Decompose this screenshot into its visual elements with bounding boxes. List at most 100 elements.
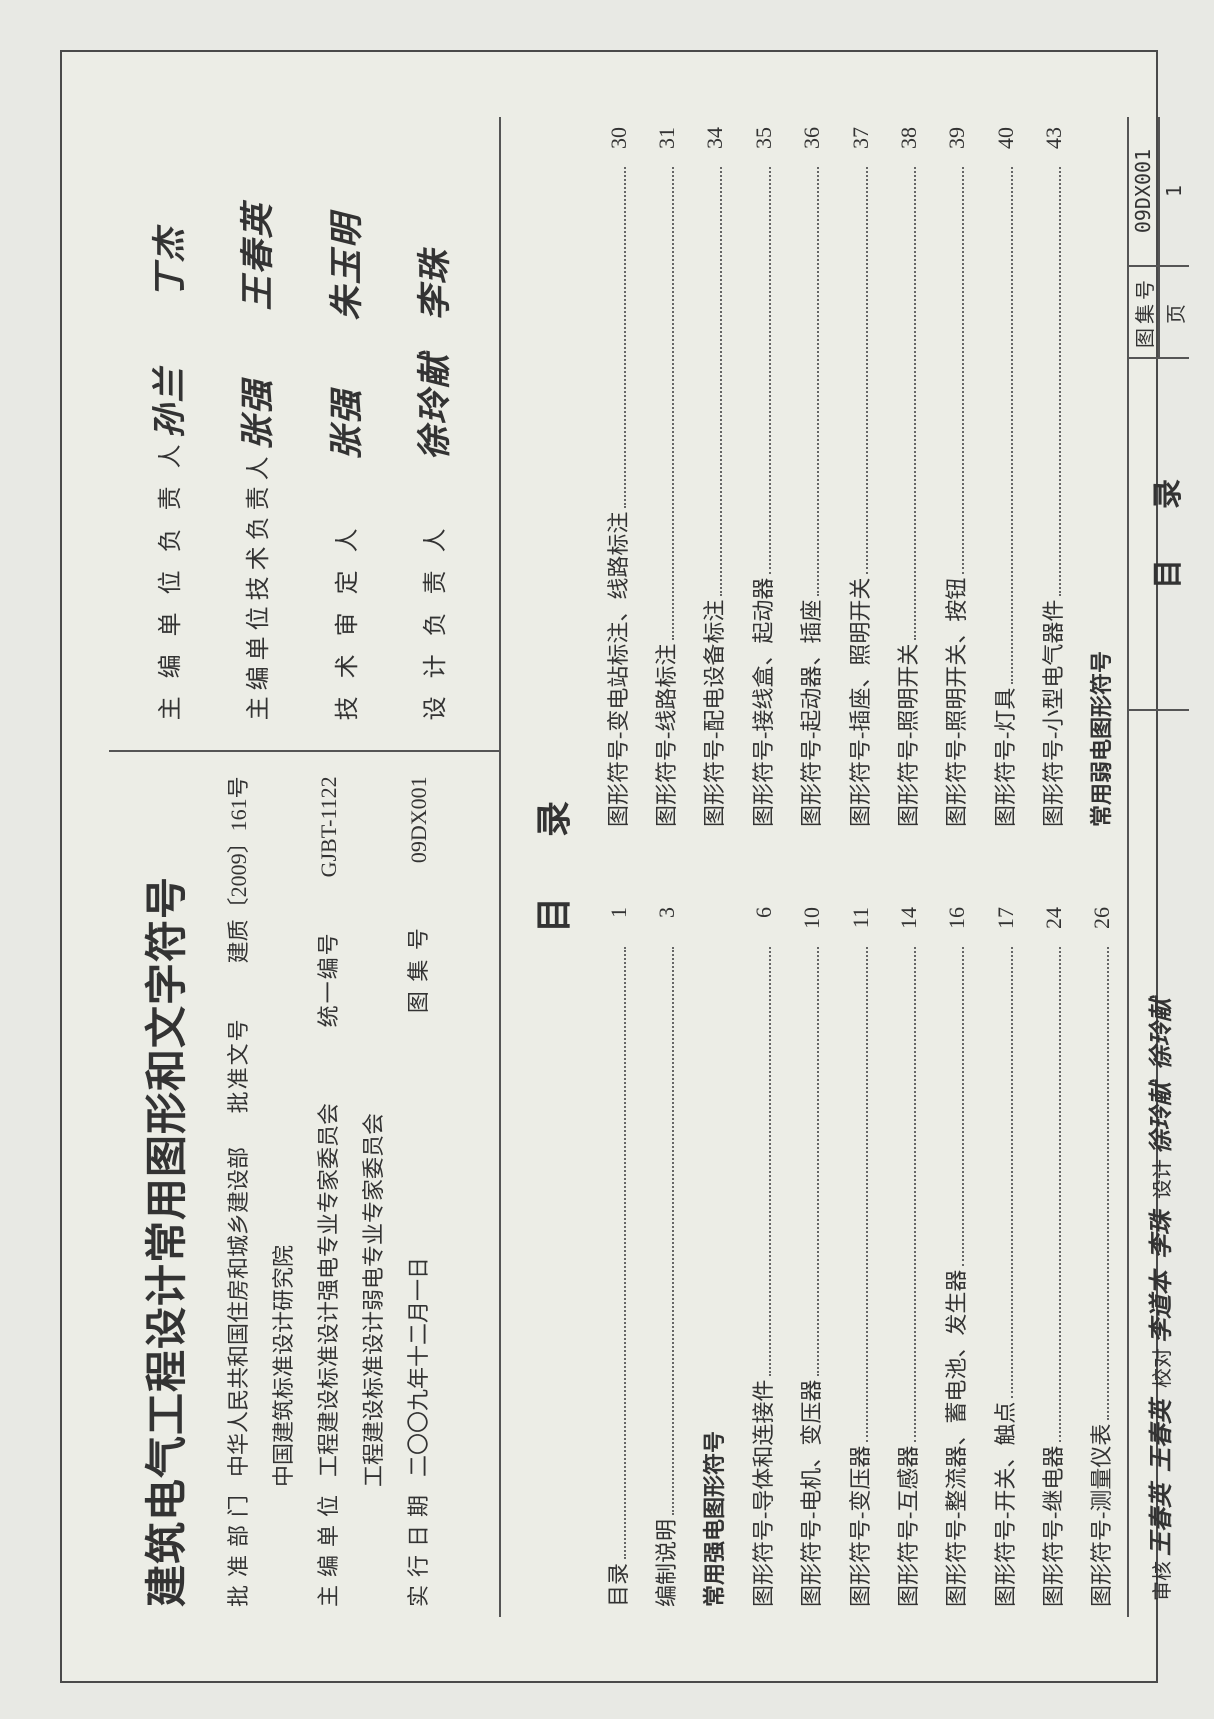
- toc-dots: [672, 167, 674, 640]
- signature-row: 主编单位技术负责人张强王春英: [215, 127, 303, 720]
- footer-review-signature: 王春英: [1149, 1400, 1175, 1472]
- toc-dots: [1011, 167, 1013, 684]
- toc-dots: [866, 167, 868, 574]
- toc-label: 图形符号-整流器、蓄电池、发生器: [933, 1269, 981, 1606]
- toc-item: 图形符号-线路标注31: [643, 127, 691, 827]
- footer-review-pair: 审核 王春英: [1141, 1484, 1176, 1601]
- meta-label2: 统一编号: [306, 917, 351, 1037]
- meta-row: 批准部门中华人民共和国住房和城乡建设部批准文号建质〔2009〕161号: [216, 776, 261, 1607]
- meta-row: 工程建设标准设计弱电专业专家委员会: [351, 776, 396, 1607]
- toc-item: 图形符号-起动器、插座36: [788, 127, 836, 827]
- toc-dots: [1059, 947, 1061, 1442]
- toc-page: 40: [982, 127, 1030, 163]
- handwritten-signature: 朱玉明: [304, 210, 392, 320]
- meta-value: 工程建设标准设计弱电专业专家委员会: [351, 776, 396, 1497]
- toc-item: 图形符号-整流器、蓄电池、发生器16: [933, 907, 981, 1607]
- toc-page: 3: [643, 907, 691, 943]
- toc-dots: [1059, 167, 1061, 596]
- toc-dots: [962, 167, 964, 574]
- toc-label: 目录: [595, 1562, 643, 1606]
- toc-label: 图形符号-变电站标注、线路标注: [595, 511, 643, 826]
- body: 目录 目录1编制说明3常用强电图形符号图形符号-导体和连接件6图形符号-电机、变…: [501, 117, 1127, 1617]
- footer-review-pair: 徐玲献: [1141, 998, 1176, 1070]
- meta-label: 实行日期: [396, 1486, 441, 1606]
- toc-item: 图形符号-照明开关38: [885, 127, 933, 827]
- footer-review: 审核 王春英王春英校对 李道本李珠设计 徐玲献徐玲献: [1129, 711, 1189, 1617]
- toc-dots: [769, 947, 771, 1376]
- meta-value2: GJBT-1122: [306, 776, 351, 917]
- meta-value: 工程建设标准设计强电专业专家委员会: [306, 1037, 351, 1487]
- toc-column-left: 目录1编制说明3常用强电图形符号图形符号-导体和连接件6图形符号-电机、变压器1…: [595, 907, 1127, 1607]
- toc-page: 11: [837, 907, 885, 943]
- toc-page: 31: [643, 127, 691, 163]
- toc-label: 图形符号-照明开关: [885, 643, 933, 826]
- toc-item: 图形符号-插座、照明开关 37: [837, 127, 885, 827]
- toc-page: 34: [691, 127, 739, 163]
- footer-right: 图集号 09DX001 页 1: [1129, 117, 1189, 359]
- meta-value2: 09DX001: [396, 776, 441, 903]
- footer-review-label: 审核: [1152, 1556, 1174, 1601]
- toc-item: 图形符号-灯具 40: [982, 127, 1030, 827]
- meta-row: 中国建筑标准设计研究院: [261, 776, 306, 1607]
- toc-item: 目录1: [595, 907, 643, 1607]
- meta-label: [351, 1497, 396, 1607]
- toc-label: 图形符号-继电器: [1030, 1445, 1078, 1606]
- footer-review-pair: 李珠: [1141, 1211, 1176, 1259]
- footer-review-signature: 徐玲献: [1149, 1082, 1175, 1154]
- toc-item: 图形符号-导体和连接件6: [740, 907, 788, 1607]
- signature-label: 设 计 负 责 人: [405, 460, 467, 720]
- handwritten-signature: 张强: [304, 350, 392, 460]
- toc-item: 图形符号-开关、触点 17: [982, 907, 1030, 1607]
- toc-page: 17: [982, 907, 1030, 943]
- toc-dots: [962, 947, 964, 1266]
- toc-label: 图形符号-起动器、插座: [788, 599, 836, 826]
- meta-table: 批准部门中华人民共和国住房和城乡建设部批准文号建质〔2009〕161号中国建筑标…: [216, 776, 441, 1607]
- toc-page: 30: [595, 127, 643, 163]
- signature-label: 主 编 单 位 负 责 人: [140, 438, 202, 720]
- toc-item: 图形符号-接线盒、起动器 35: [740, 127, 788, 827]
- toc-label: 图形符号-灯具: [982, 687, 1030, 826]
- meta-label2: 图 集 号: [396, 903, 441, 1023]
- toc-page: 6: [740, 907, 788, 943]
- toc-item: 图形符号-继电器24: [1030, 907, 1078, 1607]
- toc-dots: [817, 167, 819, 596]
- toc-page: 26: [1078, 907, 1126, 943]
- toc-page: 37: [837, 127, 885, 163]
- toc-label: 图形符号-开关、触点: [982, 1401, 1030, 1606]
- toc-label: 图形符号-变压器: [837, 1445, 885, 1606]
- meta-value2: 建质〔2009〕161号: [216, 776, 261, 1003]
- meta-row: 主编单位工程建设标准设计强电专业专家委员会统一编号GJBT-1122: [306, 776, 351, 1607]
- toc-dots: [720, 167, 722, 596]
- toc-label: 图形符号-照明开关、按钮: [933, 577, 981, 826]
- toc-label: 图形符号-插座、照明开关: [837, 577, 885, 826]
- signature-label: 技 术 审 定 人: [317, 460, 379, 720]
- footer: 审核 王春英王春英校对 李道本李珠设计 徐玲献徐玲献 目录 图集号 09DX00…: [1127, 117, 1189, 1617]
- set-number-value: 09DX001: [1129, 117, 1158, 265]
- toc-item: 图形符号-互感器 14: [885, 907, 933, 1607]
- handwritten-signature: 丁杰: [127, 188, 215, 298]
- toc-item: 编制说明3: [643, 907, 691, 1607]
- footer-review-label: 设计: [1152, 1154, 1174, 1199]
- toc-page: 39: [933, 127, 981, 163]
- toc-label: 常用强电图形符号: [691, 1430, 739, 1606]
- handwritten-signature: 李珠: [392, 210, 480, 320]
- toc-page: 14: [885, 907, 933, 943]
- meta-value: 中国建筑标准设计研究院: [261, 776, 306, 1497]
- meta-label: 主编单位: [306, 1486, 351, 1606]
- handwritten-signature: 张强: [215, 340, 303, 450]
- footer-review-pair: 设计 徐玲献: [1141, 1082, 1176, 1199]
- meta-value: 中华人民共和国住房和城乡建设部: [216, 1123, 261, 1487]
- toc-label: 图形符号-接线盒、起动器: [740, 577, 788, 826]
- toc-heading: 目录: [525, 127, 577, 1547]
- handwritten-signature: 王春英: [215, 200, 303, 310]
- signature-row: 设 计 负 责 人徐玲献李珠: [392, 127, 480, 720]
- toc-dots: [672, 947, 674, 1515]
- toc-label: 图形符号-互感器: [885, 1445, 933, 1606]
- signature-row: 主 编 单 位 负 责 人孙兰丁杰: [127, 127, 215, 720]
- toc-page: 35: [740, 127, 788, 163]
- toc-dots: [624, 947, 626, 1559]
- document-title: 建筑电气工程设计常用图形和文字符号: [133, 776, 194, 1607]
- toc-page: 10: [788, 907, 836, 943]
- footer-title: 目录: [1129, 359, 1189, 711]
- toc-label: 常用弱电图形符号: [1078, 650, 1126, 826]
